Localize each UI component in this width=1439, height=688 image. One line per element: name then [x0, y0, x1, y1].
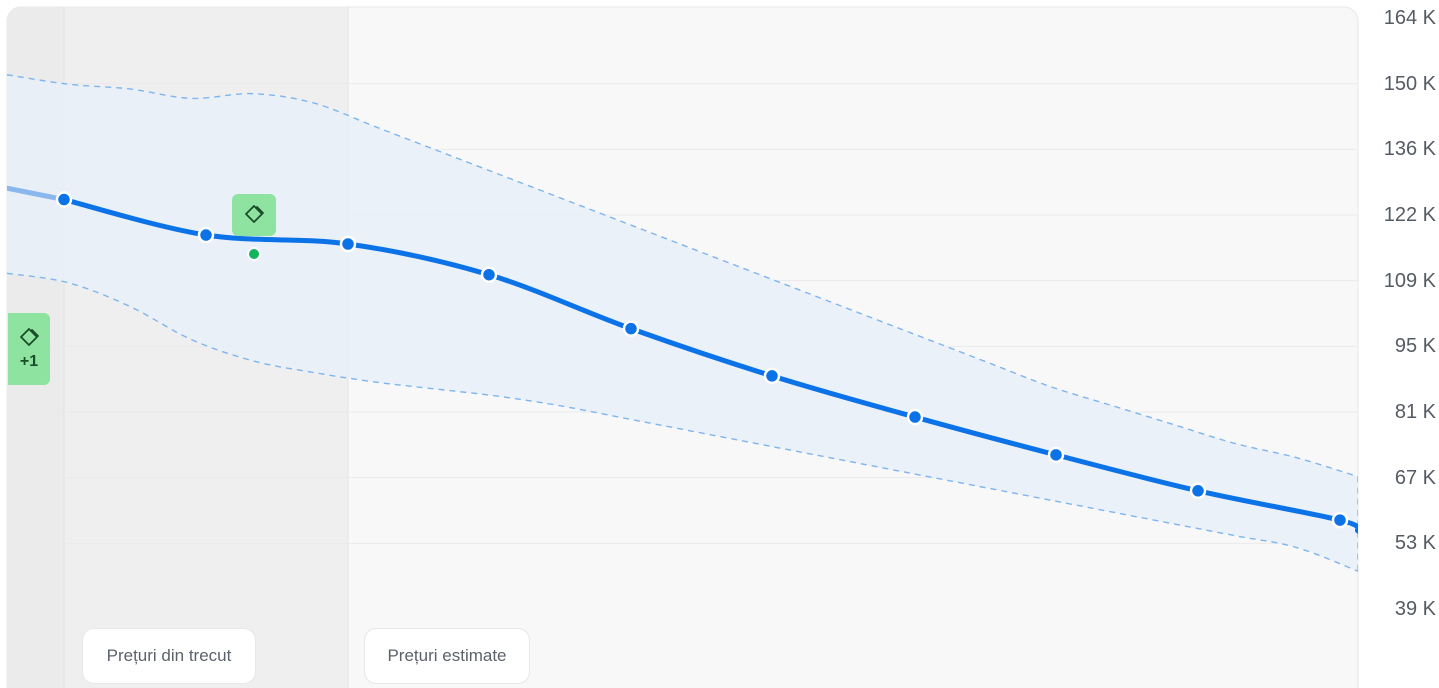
price-tag-group-marker[interactable]: +1 — [8, 313, 50, 385]
price-tag-icon — [245, 205, 264, 223]
tag-count: +1 — [19, 353, 39, 370]
price-point — [1189, 482, 1207, 500]
band-upper-bound — [7, 74, 1358, 478]
price-point — [1047, 446, 1065, 464]
price-point — [763, 367, 781, 385]
tag-marker-dot — [247, 247, 261, 261]
y-tick-label: 109 K — [1383, 269, 1436, 292]
price-point — [55, 191, 73, 208]
price-point — [197, 226, 215, 244]
y-tick-label: 81 K — [1394, 401, 1436, 423]
y-tick-label: 53 K — [1394, 532, 1436, 555]
price-tag-icon — [20, 328, 39, 346]
y-tick-label: 136 K — [1383, 138, 1436, 161]
past-prices-label: Prețuri din trecut — [82, 628, 256, 684]
price-point — [339, 235, 357, 253]
band-lower-bound — [7, 272, 1358, 572]
price-point — [906, 408, 924, 426]
price-point — [480, 266, 498, 283]
price-tag-marker[interactable] — [232, 194, 276, 236]
y-tick-label: 150 K — [1383, 72, 1436, 95]
y-tick-label: 67 K — [1394, 466, 1436, 489]
y-tick-label: 164 K — [1383, 7, 1436, 29]
price-point — [1331, 511, 1349, 529]
y-tick-label: 39 K — [1394, 598, 1436, 620]
y-tick-label: 95 K — [1394, 335, 1436, 358]
y-tick-label: 122 K — [1383, 204, 1436, 226]
price-point — [622, 320, 640, 337]
estimated-prices-label: Prețuri estimate — [364, 628, 530, 684]
